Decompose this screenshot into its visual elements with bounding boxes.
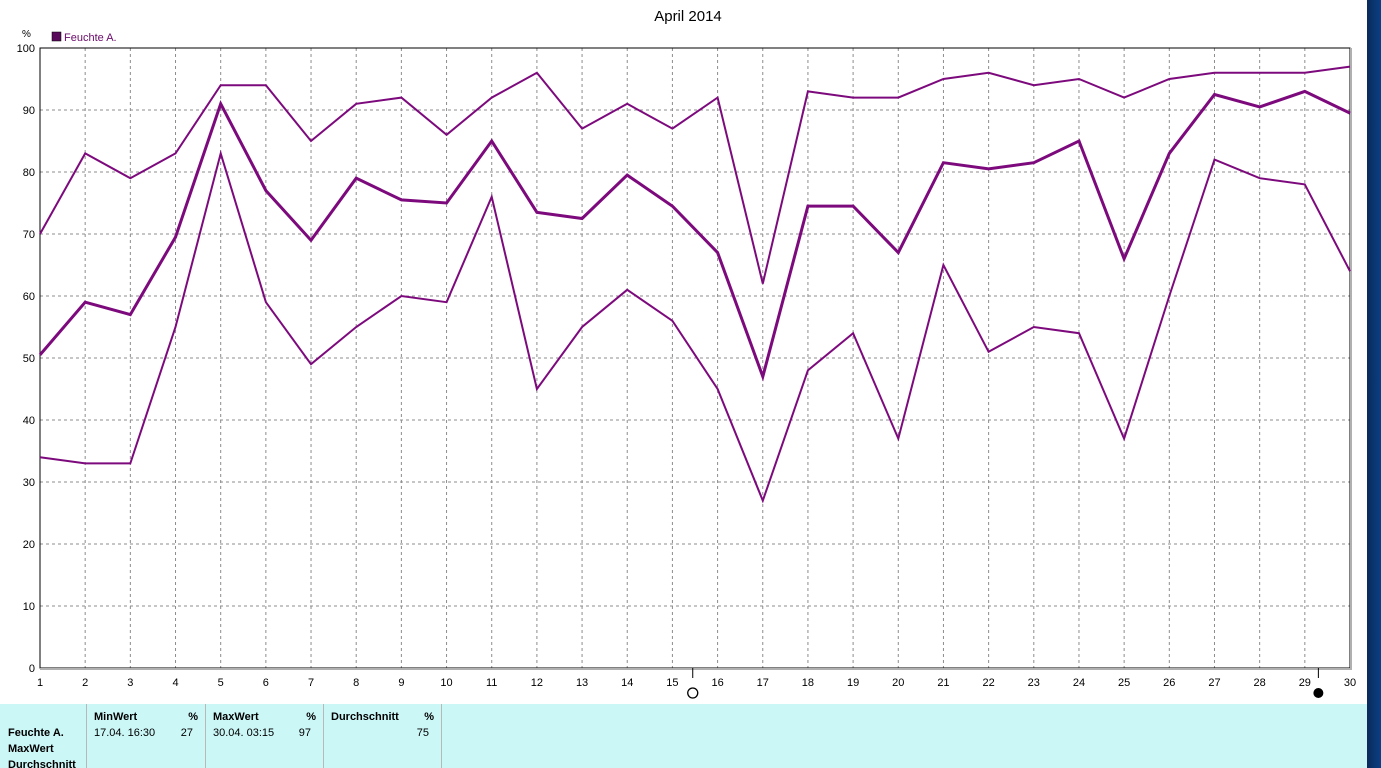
y-tick-label: 100 bbox=[17, 43, 35, 55]
y-tick-label: 50 bbox=[23, 353, 35, 365]
y-axis-ticks: 0 10 20 30 40 50 60 70 80 90 100 bbox=[17, 43, 35, 675]
x-tick-label: 4 bbox=[172, 677, 178, 689]
y-axis-unit: % bbox=[22, 29, 31, 40]
min-value: 27 bbox=[180, 727, 193, 739]
x-tick-label: 29 bbox=[1299, 677, 1311, 689]
stats-column-min: MinWert % 17.04. 16:30 27 bbox=[87, 704, 206, 768]
x-tick-label: 6 bbox=[263, 677, 269, 689]
full-moon-icon bbox=[687, 687, 699, 699]
x-tick-label: 3 bbox=[127, 677, 133, 689]
series-layer bbox=[38, 65, 1351, 504]
legend-label: Feuchte A. bbox=[64, 32, 117, 44]
x-tick-label: 2 bbox=[82, 677, 88, 689]
x-tick-label: 23 bbox=[1028, 677, 1040, 689]
x-tick-label: 14 bbox=[621, 677, 633, 689]
series-line-max bbox=[39, 65, 1351, 284]
x-tick-label: 12 bbox=[531, 677, 543, 689]
x-tick-label: 17 bbox=[757, 677, 769, 689]
new-moon-icon bbox=[1313, 688, 1324, 698]
x-tick-label: 8 bbox=[353, 677, 359, 689]
chart-title: April 2014 bbox=[654, 8, 722, 25]
y-tick-label: 0 bbox=[29, 663, 35, 675]
x-tick-label: 25 bbox=[1118, 677, 1130, 689]
row-label-durchschnitt: Durchschnitt bbox=[8, 759, 76, 768]
max-value: 97 bbox=[298, 727, 311, 739]
series-line-average bbox=[38, 89, 1351, 382]
x-tick-label: 7 bbox=[308, 677, 314, 689]
x-tick-label: 15 bbox=[666, 677, 678, 689]
grid bbox=[40, 48, 1350, 668]
axes bbox=[39, 47, 1352, 670]
x-tick-label: 16 bbox=[711, 677, 723, 689]
legend: Feuchte A. bbox=[51, 31, 117, 44]
average-unit: % bbox=[424, 711, 434, 723]
y-tick-label: 30 bbox=[23, 477, 35, 489]
row-label-maxwert: MaxWert bbox=[8, 743, 54, 755]
y-tick-label: 70 bbox=[23, 229, 35, 241]
plot-frame-shadow bbox=[40, 668, 1352, 670]
x-tick-label: 21 bbox=[937, 677, 949, 689]
series-line-min bbox=[39, 149, 1351, 504]
x-tick-label: 27 bbox=[1208, 677, 1220, 689]
min-date: 17.04. 16:30 bbox=[94, 727, 156, 739]
y-tick-label: 40 bbox=[23, 415, 35, 427]
x-tick-label: 18 bbox=[802, 677, 814, 689]
x-tick-label: 19 bbox=[847, 677, 859, 689]
x-axis-ticks: 1 2 3 4 5 6 7 8 9 10 11 12 13 14 15 16 17 18 19 20 21 22 23 24 2… bbox=[37, 677, 1356, 689]
x-tick-label: 20 bbox=[892, 677, 904, 689]
legend-swatch bbox=[51, 31, 62, 42]
min-header: MinWert bbox=[94, 711, 138, 723]
x-tick-label: 28 bbox=[1254, 677, 1266, 689]
x-tick-label: 1 bbox=[37, 677, 43, 689]
x-tick-label: 30 bbox=[1344, 677, 1356, 689]
max-date: 30.04. 03:15 bbox=[213, 727, 275, 739]
y-tick-label: 60 bbox=[23, 291, 35, 303]
moon-phase-markers bbox=[687, 668, 1324, 699]
max-unit: % bbox=[306, 711, 316, 723]
stats-column-average: Durchschnitt % 75 bbox=[324, 704, 442, 768]
x-tick-label: 13 bbox=[576, 677, 588, 689]
min-unit: % bbox=[188, 711, 198, 723]
stats-column-max: MaxWert % 30.04. 03:15 97 bbox=[206, 704, 324, 768]
average-value: 75 bbox=[416, 727, 429, 739]
row-label-sensor: Feuchte A. bbox=[8, 727, 64, 739]
y-tick-label: 20 bbox=[23, 539, 35, 551]
x-tick-label: 24 bbox=[1073, 677, 1085, 689]
average-header: Durchschnitt bbox=[331, 711, 399, 723]
y-tick-label: 10 bbox=[23, 601, 35, 613]
max-header: MaxWert bbox=[213, 711, 259, 723]
statistics-panel: Feuchte A. MaxWert Durchschnitt MinWert … bbox=[0, 704, 1367, 768]
window-edge bbox=[1367, 0, 1381, 768]
x-tick-label: 26 bbox=[1163, 677, 1175, 689]
x-tick-label: 9 bbox=[398, 677, 404, 689]
humidity-chart: April 2014 % Feuchte A. 0 10 20 30 40 50 60 70 8… bbox=[17, 8, 1356, 699]
y-tick-label: 90 bbox=[23, 105, 35, 117]
x-tick-label: 10 bbox=[440, 677, 452, 689]
plot-frame-shadow bbox=[1350, 48, 1352, 670]
y-tick-label: 80 bbox=[23, 167, 35, 179]
x-tick-label: 22 bbox=[982, 677, 994, 689]
x-tick-label: 5 bbox=[218, 677, 224, 689]
stats-row-labels: Feuchte A. MaxWert Durchschnitt bbox=[0, 704, 87, 768]
x-tick-label: 11 bbox=[486, 677, 497, 689]
